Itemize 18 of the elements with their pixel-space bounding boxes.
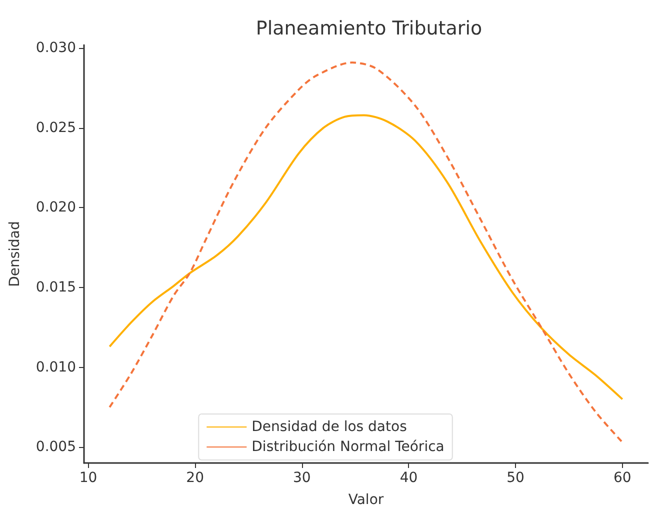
x-tick-label: 10 (79, 470, 98, 486)
x-tick-label: 40 (400, 470, 418, 486)
legend-label: Distribución Normal Teórica (252, 439, 444, 455)
x-tick-label: 20 (186, 470, 204, 486)
y-tick-label: 0.005 (36, 439, 76, 456)
y-axis-title: Densidad (7, 221, 23, 287)
legend-label: Densidad de los datos (252, 419, 407, 435)
x-tick-label: 60 (613, 470, 632, 486)
y-tick-label: 0.015 (36, 280, 76, 296)
chart-title: Planeamiento Tributario (256, 18, 482, 40)
y-tick-label: 0.020 (36, 200, 76, 216)
y-tick-label: 0.030 (36, 40, 76, 56)
y-tick-label: 0.010 (36, 359, 76, 376)
y-tick-label: 0.025 (36, 120, 76, 136)
x-tick-label: 30 (292, 470, 311, 486)
line-series (108, 114, 624, 400)
x-tick-label: 50 (506, 470, 524, 486)
x-axis-title: Valor (348, 492, 384, 508)
